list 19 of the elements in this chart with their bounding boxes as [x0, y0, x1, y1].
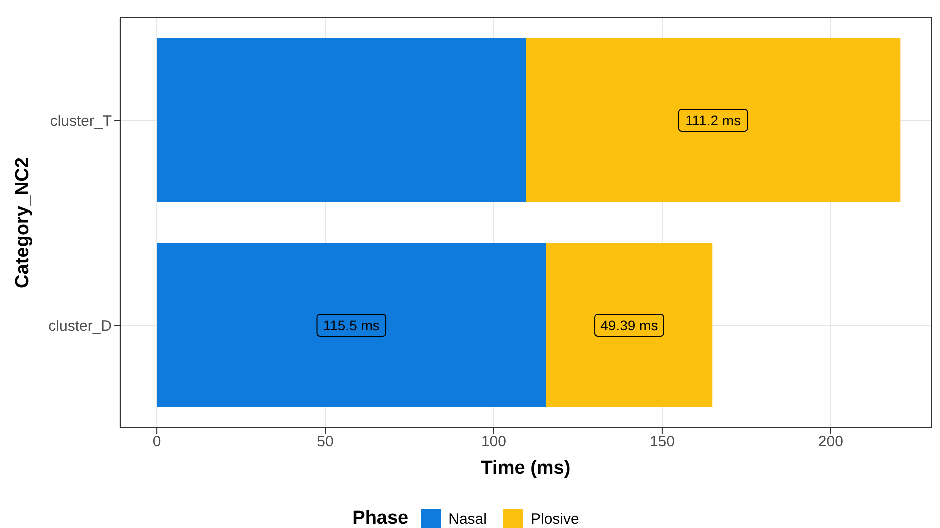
data-label: 115.5 ms [323, 318, 380, 334]
bar [157, 244, 546, 408]
legend-label: Plosive [530, 510, 580, 528]
legend-label: Nasal [448, 510, 487, 528]
x-axis-title: Time (ms) [481, 458, 571, 479]
y-tick-label: cluster_D [48, 318, 112, 335]
x-tick-label: 100 [481, 434, 507, 451]
x-tick-label: 0 [152, 434, 162, 451]
data-label: 49.39 ms [600, 318, 658, 334]
y-tick-label: cluster_T [50, 112, 112, 130]
legend-title: Phase [352, 508, 409, 528]
bar [546, 244, 713, 408]
x-tick-label: 50 [317, 434, 334, 451]
bar [157, 38, 526, 202]
y-axis-title: Category_NC2 [12, 158, 34, 288]
x-tick-label: 150 [650, 434, 675, 451]
bar [526, 38, 901, 202]
data-label: 111.2 ms [686, 112, 742, 128]
x-tick-label: 200 [818, 434, 844, 451]
